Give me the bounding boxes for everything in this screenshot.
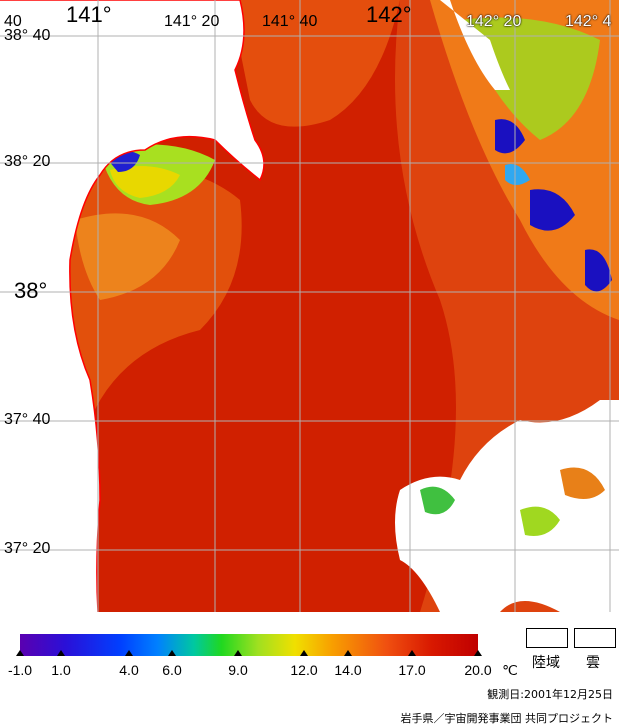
scale-label: 4.0 [119, 662, 139, 678]
colorbar-tick [16, 650, 24, 656]
lon-label: 142° [366, 2, 412, 27]
lat-label: 37° 40 [4, 411, 51, 428]
colorbar-tick [125, 650, 133, 656]
colorbar-tick [344, 650, 352, 656]
scale-label: 1.0 [51, 662, 71, 678]
land-label: 陸域 [532, 655, 560, 671]
cloud-swatch [574, 628, 616, 648]
scale-label: 20.0 [464, 662, 492, 678]
colorbar-tick [408, 650, 416, 656]
lat-label: 38° [14, 278, 48, 303]
scale-label: 6.0 [162, 662, 182, 678]
scale-label: 17.0 [398, 662, 426, 678]
scale-label: -1.0 [7, 662, 33, 678]
temperature-colorbar [20, 634, 478, 656]
credit-text: 岩手県／宇宙開発事業団 共同プロジェクト [400, 712, 614, 725]
lon-label: 141° [66, 2, 112, 27]
lat-label: 38° 40 [4, 27, 51, 44]
scale-label: 9.0 [228, 662, 248, 678]
unit-label: ℃ [502, 662, 518, 678]
lon-label: 141° 40 [262, 13, 318, 30]
colorbar-tick [300, 650, 308, 656]
colorbar-tick [234, 650, 242, 656]
cloud-label: 雲 [586, 655, 600, 671]
sea-surface-temperature-map: 40 141° 141° 20 141° 40 142° 142° 20 142… [0, 0, 619, 612]
scale-label: 12.0 [290, 662, 318, 678]
colorbar-tick [57, 650, 65, 656]
legend: -1.0 1.0 4.0 6.0 9.0 12.0 14.0 17.0 20.0… [0, 612, 619, 725]
lon-label: 40 [4, 13, 22, 30]
lon-label: 141° 20 [164, 13, 220, 30]
land-swatch [526, 628, 568, 648]
colorbar-tick [474, 650, 482, 656]
lat-label: 37° 20 [4, 540, 51, 557]
lat-label: 38° 20 [4, 153, 51, 170]
lon-label: 142° 20 [466, 13, 522, 30]
scale-label: 14.0 [334, 662, 362, 678]
observation-date: 観測日:2001年12月25日 [487, 688, 613, 701]
lon-label: 142° 4 [565, 13, 612, 30]
colorbar-tick [168, 650, 176, 656]
